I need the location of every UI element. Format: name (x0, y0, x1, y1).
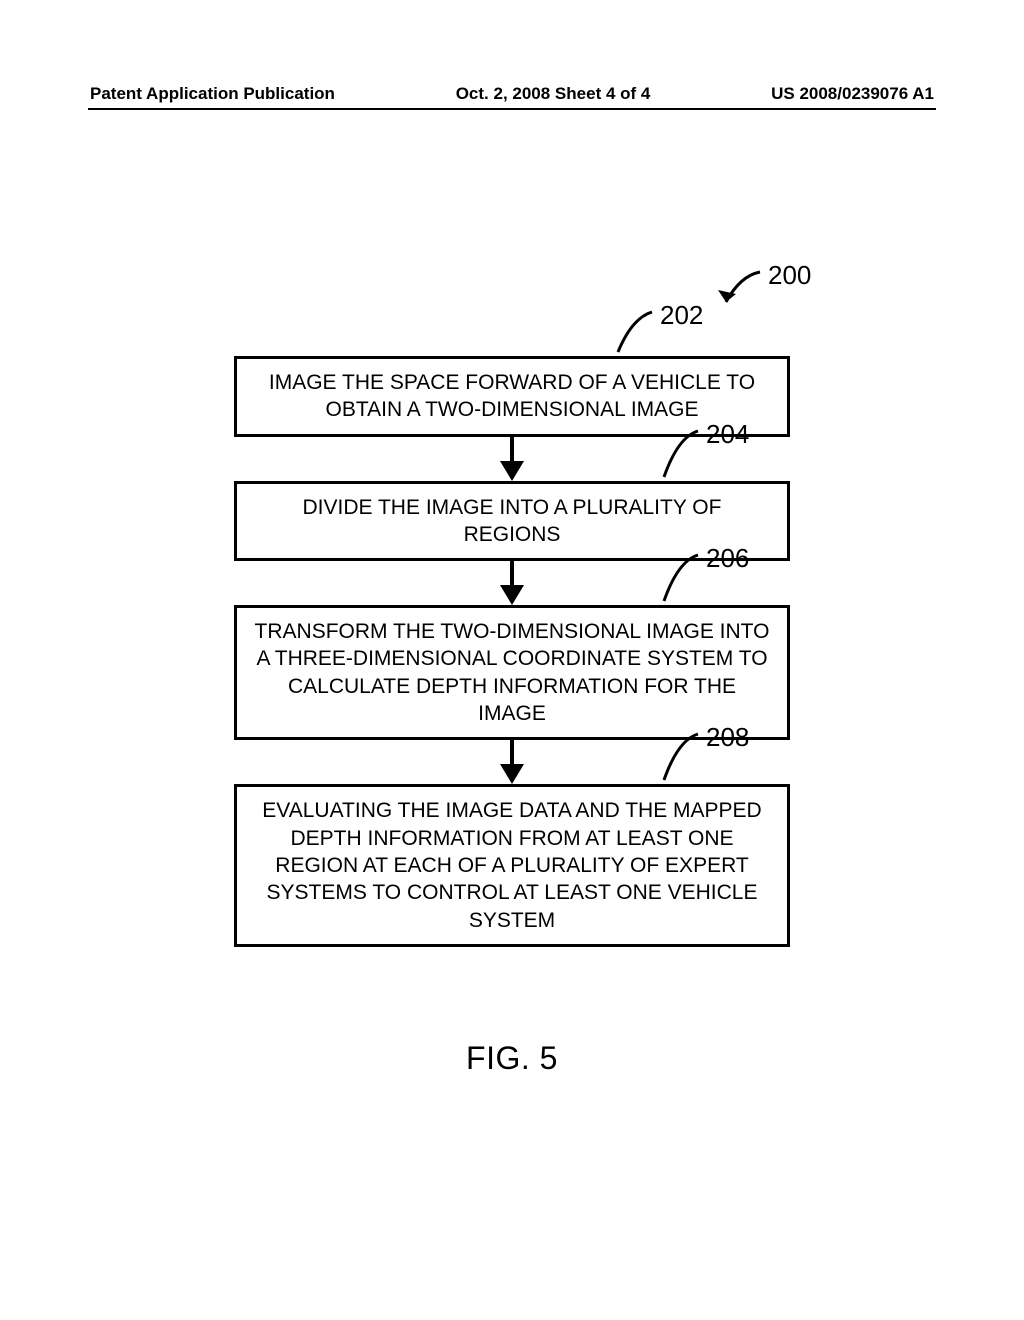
ref-208-label: 208 (706, 722, 749, 753)
ref-202: 202 (614, 308, 674, 363)
step-208-text: EVALUATING THE IMAGE DATA AND THE MAPPED… (262, 799, 761, 931)
ref-208: 208 (660, 730, 720, 785)
arrow-204-206: 206 (0, 561, 1024, 605)
ref-main-label: 200 (768, 260, 811, 291)
flowchart: 200 202 IMAGE THE SPACE FORWARD OF A VEH… (0, 280, 1024, 947)
ref-206-label: 206 (706, 543, 749, 574)
header-center: Oct. 2, 2008 Sheet 4 of 4 (456, 84, 651, 104)
arrow-202-204: 204 (0, 437, 1024, 481)
ref-202-label: 202 (660, 300, 703, 331)
arrow-206-208: 208 (0, 740, 1024, 784)
page: Patent Application Publication Oct. 2, 2… (0, 0, 1024, 1320)
figure-label: FIG. 5 (0, 1040, 1024, 1077)
header-right: US 2008/0239076 A1 (771, 84, 934, 104)
header-rule (88, 108, 936, 110)
ref-main-200: 200 (720, 266, 780, 321)
step-206-text: TRANSFORM THE TWO-DIMENSIONAL IMAGE INTO… (255, 620, 770, 725)
step-202-text: IMAGE THE SPACE FORWARD OF A VEHICLE TO … (269, 371, 755, 421)
step-204-text: DIVIDE THE IMAGE INTO A PLURALITY OF REG… (303, 496, 722, 546)
ref-204-label: 204 (706, 419, 749, 450)
page-header: Patent Application Publication Oct. 2, 2… (0, 84, 1024, 104)
step-box-208: EVALUATING THE IMAGE DATA AND THE MAPPED… (234, 784, 790, 946)
ref-206: 206 (660, 551, 720, 606)
header-left: Patent Application Publication (90, 84, 335, 104)
ref-204: 204 (660, 427, 720, 482)
step-box-206: TRANSFORM THE TWO-DIMENSIONAL IMAGE INTO… (234, 605, 790, 740)
